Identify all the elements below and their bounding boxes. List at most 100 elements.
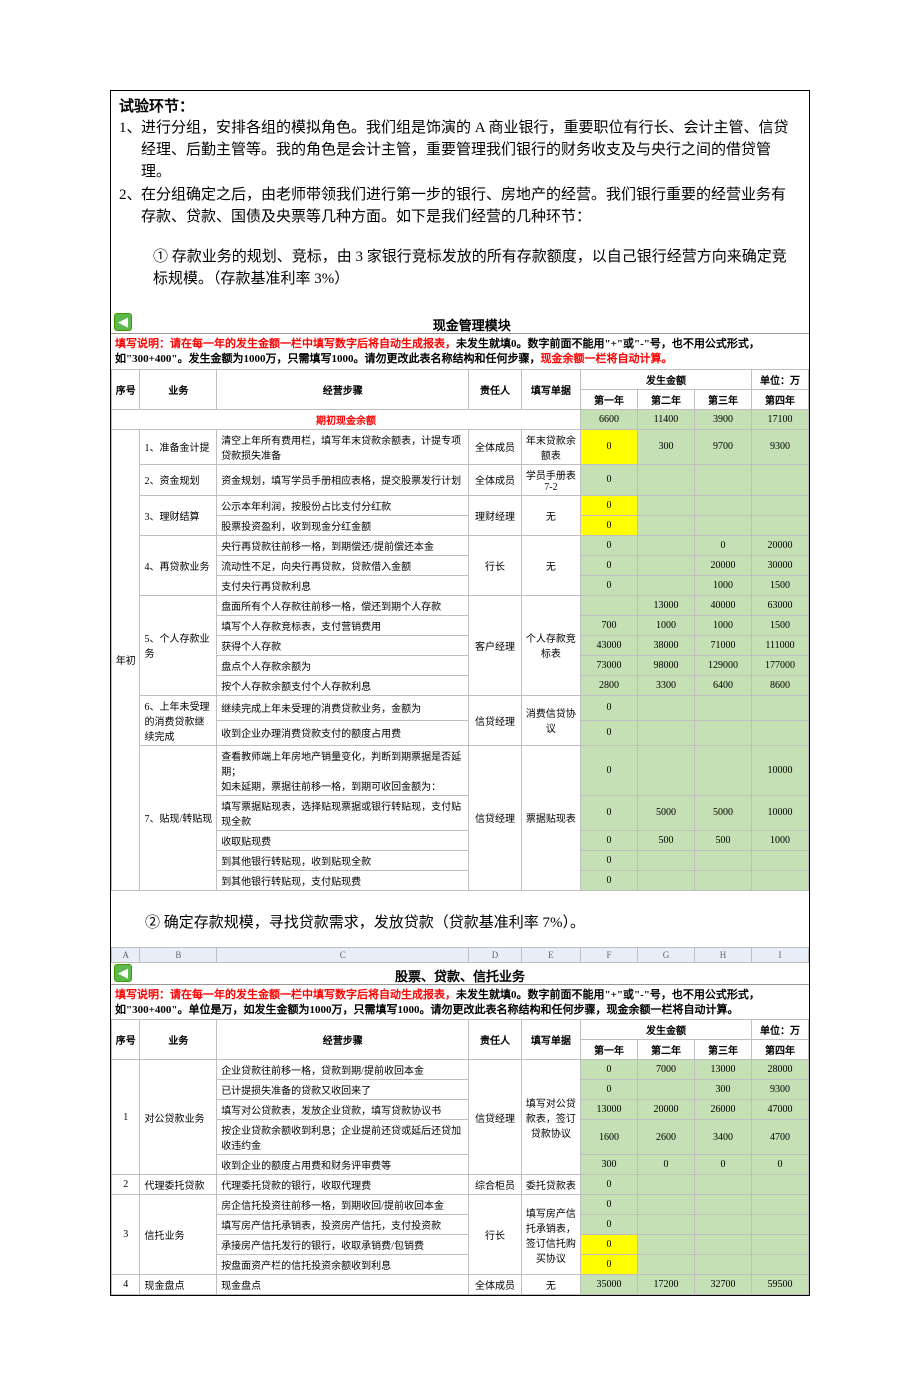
value-cell: 63000: [751, 595, 808, 615]
resp-cell: 信贷经理: [469, 1060, 522, 1175]
value-cell: 9700: [694, 429, 751, 464]
value-cell: 32700: [694, 1275, 751, 1295]
value-cell: 0: [581, 495, 638, 515]
value-cell: 0: [581, 555, 638, 575]
value-cell: 8600: [751, 675, 808, 695]
form-cell: 年末贷款余额表: [521, 429, 580, 464]
value-cell: [637, 515, 694, 535]
value-cell: [751, 1255, 808, 1275]
back-icon[interactable]: ◀: [114, 313, 132, 331]
step-cell: 央行再贷款往前移一格，到期偿还/提前偿还本金: [217, 535, 469, 555]
value-cell: 700: [581, 615, 638, 635]
value-cell: 1600: [581, 1120, 638, 1155]
value-cell: [694, 695, 751, 720]
value-cell: 10000: [751, 795, 808, 830]
form-cell: 学员手册表7-2: [521, 464, 580, 495]
value-cell: [637, 695, 694, 720]
value-cell: 1000: [694, 615, 751, 635]
step-cell: 公示本年利润，按股份占比支付分红款: [217, 495, 469, 515]
value-cell: [694, 495, 751, 515]
value-cell: 13000: [694, 1060, 751, 1080]
value-cell: 6400: [694, 675, 751, 695]
value-cell: [694, 720, 751, 745]
resp-cell: 全体成员: [469, 1275, 522, 1295]
value-cell: 0: [694, 535, 751, 555]
cash-table: 序号 业务 经营步骤 责任人 填写单据 发生金额 单位：万 第一年 第二年 第三…: [111, 369, 809, 891]
step-cell: 流动性不足，向央行再贷款，贷款借入金额: [217, 555, 469, 575]
value-cell: 0: [751, 1155, 808, 1175]
intro-item-1: 1、进行分组，安排各组的模拟角色。我们组是饰演的 A 商业银行，重要职位有行长、…: [119, 118, 801, 183]
value-cell: 2800: [581, 675, 638, 695]
value-cell: 0: [581, 1195, 638, 1215]
loan-table: 序号 业务 经营步骤 责任人 填写单据 发生金额 单位：万 第一年 第二年 第三…: [111, 1019, 809, 1295]
value-cell: 0: [581, 850, 638, 870]
step-cell: 盘面所有个人存款往前移一格，偿还到期个人存款: [217, 595, 469, 615]
resp-cell: 信贷经理: [469, 745, 522, 890]
step-cell: 收到企业的额度占用费和财务评审费等: [217, 1155, 469, 1175]
resp-cell: 行长: [469, 1195, 522, 1275]
value-cell: 300: [581, 1155, 638, 1175]
step-cell: 股票投资盈利，收到现金分红金额: [217, 515, 469, 535]
resp-cell: 客户经理: [469, 595, 522, 695]
seq-cell: 3: [112, 1195, 140, 1275]
value-cell: [637, 535, 694, 555]
value-cell: [694, 1195, 751, 1215]
biz-label: 1、准备金计提: [140, 429, 217, 464]
value-cell: 26000: [694, 1100, 751, 1120]
step-cell: 填写个人存款竞标表，支付营销费用: [217, 615, 469, 635]
value-cell: 47000: [751, 1100, 808, 1120]
value-cell: [751, 850, 808, 870]
resp-cell: 综合柜员: [469, 1175, 522, 1195]
value-cell: [581, 595, 638, 615]
biz-cell: 代理委托贷款: [140, 1175, 217, 1195]
form-cell: 票据贴现表: [521, 745, 580, 890]
value-cell: [751, 720, 808, 745]
value-cell: [637, 495, 694, 515]
form-cell: 无: [521, 535, 580, 595]
step-cell: 收取贴现费: [217, 830, 469, 850]
step-cell: 到其他银行转贴现，支付贴现费: [217, 870, 469, 890]
step-cell: 填写票据贴现表，选择贴现票据或银行转贴现，支付贴现全款: [217, 795, 469, 830]
step-cell: 收到企业办理消费贷款支付的额度占用费: [217, 720, 469, 745]
value-cell: [637, 1255, 694, 1275]
value-cell: [637, 720, 694, 745]
document-frame: 试验环节： 1、进行分组，安排各组的模拟角色。我们组是饰演的 A 商业银行，重要…: [110, 90, 810, 1296]
value-cell: 0: [694, 1155, 751, 1175]
value-cell: 0: [581, 535, 638, 555]
resp-cell: 全体成员: [469, 429, 522, 464]
value-cell: 1500: [751, 615, 808, 635]
module-title-1: 现金管理模块: [433, 315, 511, 334]
value-cell: 40000: [694, 595, 751, 615]
step-cell: 按企业贷款余额收到利息；企业提前还贷或延后还贷加收违约金: [217, 1120, 469, 1155]
resp-cell: 行长: [469, 535, 522, 595]
value-cell: [694, 1255, 751, 1275]
value-cell: 71000: [694, 635, 751, 655]
step-cell: 房企信托投资往前移一格，到期收回/提前收回本金: [217, 1195, 469, 1215]
form-cell: 消费信贷协议: [521, 695, 580, 745]
value-cell: 0: [581, 1080, 638, 1100]
intro-item-2: 2、在分组确定之后，由老师带领我们进行第一步的银行、房地产的经营。我们银行重要的…: [119, 185, 801, 229]
resp-cell: 信贷经理: [469, 695, 522, 745]
module-title-2: 股票、贷款、信托业务: [395, 966, 525, 985]
value-cell: 0: [581, 1175, 638, 1195]
value-cell: [694, 870, 751, 890]
value-cell: 0: [581, 870, 638, 890]
value-cell: 0: [581, 1215, 638, 1235]
value-cell: 0: [581, 795, 638, 830]
value-cell: 1000: [751, 830, 808, 850]
biz-label: 6、上年未受理的消费贷款继续完成: [140, 695, 217, 745]
value-cell: 129000: [694, 655, 751, 675]
value-cell: [637, 745, 694, 795]
value-cell: 9300: [751, 1080, 808, 1100]
value-cell: 13000: [581, 1100, 638, 1120]
sub-item-1: ① 存款业务的规划、竞标，由 3 家银行竞标发放的所有存款额度，以自己银行经营方…: [119, 247, 801, 291]
value-cell: [694, 464, 751, 495]
back-icon-2[interactable]: ◀: [114, 964, 132, 982]
value-cell: 1000: [694, 575, 751, 595]
value-cell: 0: [581, 1255, 638, 1275]
value-cell: [751, 1235, 808, 1255]
step-cell: 填写对公贷款表，发放企业贷款，填写贷款协议书: [217, 1100, 469, 1120]
value-cell: 0: [581, 464, 638, 495]
value-cell: [637, 1235, 694, 1255]
value-cell: 0: [581, 1235, 638, 1255]
